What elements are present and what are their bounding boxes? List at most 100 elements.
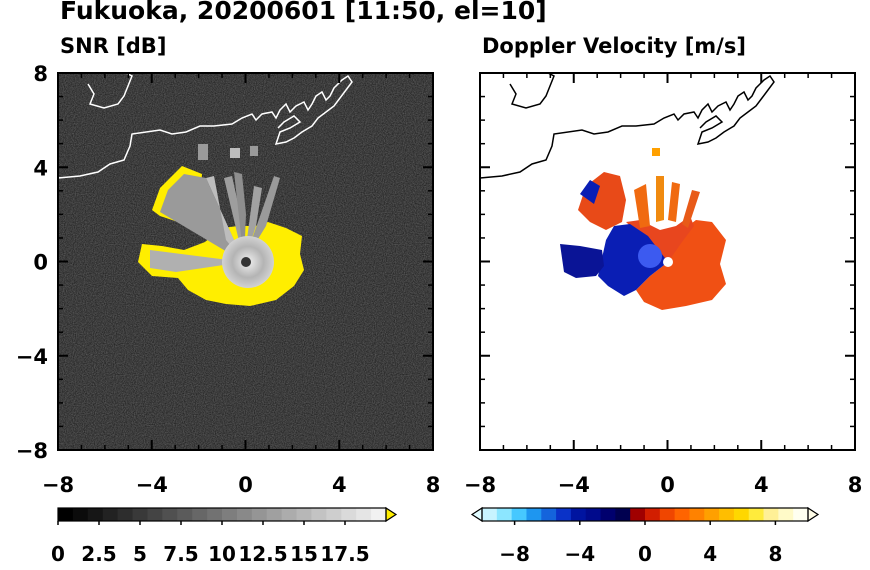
snr-echo-sector-nnw bbox=[206, 176, 244, 262]
snr-colorbar-tick-label: 7.5 bbox=[163, 542, 198, 566]
snr-colorbar-tick-label: 10 bbox=[208, 542, 236, 566]
snr-coastline bbox=[58, 74, 353, 179]
snr-colorbar-tick-label: 17.5 bbox=[320, 542, 369, 566]
snr-ytick-label: 8 bbox=[33, 62, 48, 86]
snr-colorbar-tick-label: 2.5 bbox=[81, 542, 116, 566]
main-title: Fukuoka, 20200601 [11:50, el=10] bbox=[60, 0, 547, 25]
snr-echo-field bbox=[58, 73, 353, 306]
doppler-colorbar-cell bbox=[615, 508, 631, 521]
snr-colorbar-cell bbox=[192, 508, 208, 521]
snr-xtick-label: 4 bbox=[332, 473, 347, 497]
snr-colorbar-over-arrow bbox=[385, 506, 398, 523]
doppler-colorbar-cell bbox=[719, 508, 735, 521]
doppler-radar-center bbox=[663, 257, 673, 267]
doppler-colorbar-cell bbox=[689, 508, 705, 521]
doppler-colorbar-cell bbox=[793, 508, 809, 521]
snr-colorbar-tick-label: 12.5 bbox=[238, 542, 287, 566]
snr-echo-patch-1 bbox=[198, 144, 208, 160]
snr-radar-center bbox=[241, 257, 251, 267]
snr-ytick-label: 4 bbox=[33, 156, 48, 180]
doppler-colorbar-cell bbox=[645, 508, 661, 521]
doppler-colorbar-tick-label: −4 bbox=[564, 542, 595, 566]
doppler-colorbar-cell bbox=[511, 508, 527, 521]
doppler-colorbar-cell bbox=[600, 508, 616, 521]
snr-echo-patch-2 bbox=[230, 148, 240, 158]
doppler-colorbar-cell bbox=[659, 508, 676, 521]
snr-colorbar-cell bbox=[371, 508, 387, 521]
snr-echo-sector-west bbox=[150, 250, 244, 272]
doppler-ray-3 bbox=[682, 190, 700, 228]
snr-colorbar-cell bbox=[117, 508, 134, 521]
snr-colorbar-cell bbox=[236, 508, 253, 521]
doppler-colorbar-cell bbox=[496, 508, 513, 521]
snr-xtick-label: −8 bbox=[42, 473, 74, 497]
doppler-approaching-region-west bbox=[560, 244, 604, 278]
snr-colorbar-cell bbox=[87, 508, 104, 521]
doppler-colorbar-cell bbox=[526, 508, 542, 521]
doppler-axes: −8 −4 0 4 8 bbox=[464, 72, 863, 497]
snr-colorbar-cell bbox=[356, 508, 372, 521]
doppler-xtick-label: −4 bbox=[558, 473, 590, 497]
doppler-receding-region bbox=[636, 220, 726, 310]
doppler-receding-region-north bbox=[626, 216, 694, 262]
snr-colorbar-tick-label: 5 bbox=[133, 542, 147, 566]
snr-colorbar-cell bbox=[58, 508, 74, 521]
snr-colorbar-cell bbox=[296, 508, 312, 521]
doppler-colorbar-over-arrow bbox=[807, 506, 820, 523]
snr-colorbar-tick-label: 0 bbox=[51, 542, 65, 566]
doppler-ray-2 bbox=[668, 182, 680, 222]
doppler-panel: −8 −4 0 4 8 bbox=[464, 72, 863, 497]
snr-colorbar-tick-label: 15 bbox=[290, 542, 318, 566]
snr-colorbar-cell bbox=[207, 508, 223, 521]
doppler-ray-1 bbox=[656, 176, 664, 222]
snr-panel: −8 −4 0 4 8 8 4 0 −4 −8 bbox=[16, 62, 441, 497]
doppler-colorbar-cell bbox=[763, 508, 779, 521]
snr-xtick-label: 8 bbox=[426, 473, 441, 497]
snr-ytick-label: −8 bbox=[16, 439, 48, 463]
snr-colorbar-cell bbox=[132, 508, 148, 521]
doppler-patch-1 bbox=[652, 148, 660, 156]
snr-xtick-label: −4 bbox=[136, 473, 168, 497]
doppler-xtick-label: −8 bbox=[464, 473, 496, 497]
doppler-coastline-north bbox=[509, 73, 555, 109]
doppler-sector-nnw bbox=[634, 184, 650, 228]
snr-colorbar-cell bbox=[311, 508, 327, 521]
doppler-colorbar-cell bbox=[748, 508, 765, 521]
snr-coastline-north bbox=[87, 73, 133, 109]
snr-ytick-label: 0 bbox=[33, 251, 48, 275]
snr-colorbar-cell bbox=[266, 508, 283, 521]
doppler-xtick-label: 4 bbox=[754, 473, 769, 497]
snr-colorbar-cell bbox=[222, 508, 238, 521]
doppler-colorbar-cell bbox=[630, 508, 646, 521]
snr-colorbar-cell bbox=[102, 508, 119, 521]
snr-colorbar-cell bbox=[177, 508, 193, 521]
doppler-near-field bbox=[638, 244, 662, 268]
doppler-panel-title: Doppler Velocity [m/s] bbox=[482, 34, 746, 58]
snr-axes: −8 −4 0 4 8 8 4 0 −4 −8 bbox=[16, 62, 441, 497]
snr-colorbar: 0 2.5 5 7.5 10 12.5 15 17.5 bbox=[51, 506, 398, 566]
doppler-colorbar-cell bbox=[704, 508, 720, 521]
doppler-colorbar-under-arrow bbox=[470, 506, 483, 523]
doppler-colorbar-cell bbox=[674, 508, 690, 521]
doppler-colorbar-cell bbox=[778, 508, 794, 521]
doppler-colorbar-tick-label: 4 bbox=[703, 542, 717, 566]
doppler-colorbar-cell bbox=[733, 508, 750, 521]
doppler-coastline bbox=[480, 74, 775, 179]
doppler-colorbar-tick-label: 0 bbox=[638, 542, 652, 566]
snr-colorbar-cell bbox=[251, 508, 268, 521]
doppler-echo-field bbox=[480, 73, 775, 310]
snr-colorbar-cell bbox=[281, 508, 298, 521]
snr-ytick-label: −4 bbox=[16, 345, 48, 369]
doppler-xtick-label: 0 bbox=[660, 473, 675, 497]
doppler-colorbar: −8 −4 0 4 8 bbox=[470, 506, 820, 566]
snr-colorbar-cell bbox=[72, 508, 89, 521]
doppler-colorbar-cell bbox=[541, 508, 557, 521]
doppler-xtick-label: 8 bbox=[848, 473, 863, 497]
doppler-colorbar-cell bbox=[482, 508, 498, 521]
snr-panel-title: SNR [dB] bbox=[60, 34, 167, 58]
snr-echo-sector-nw bbox=[160, 174, 244, 262]
snr-colorbar-cell bbox=[147, 508, 163, 521]
snr-xtick-label: 0 bbox=[238, 473, 253, 497]
doppler-colorbar-cell bbox=[556, 508, 572, 521]
